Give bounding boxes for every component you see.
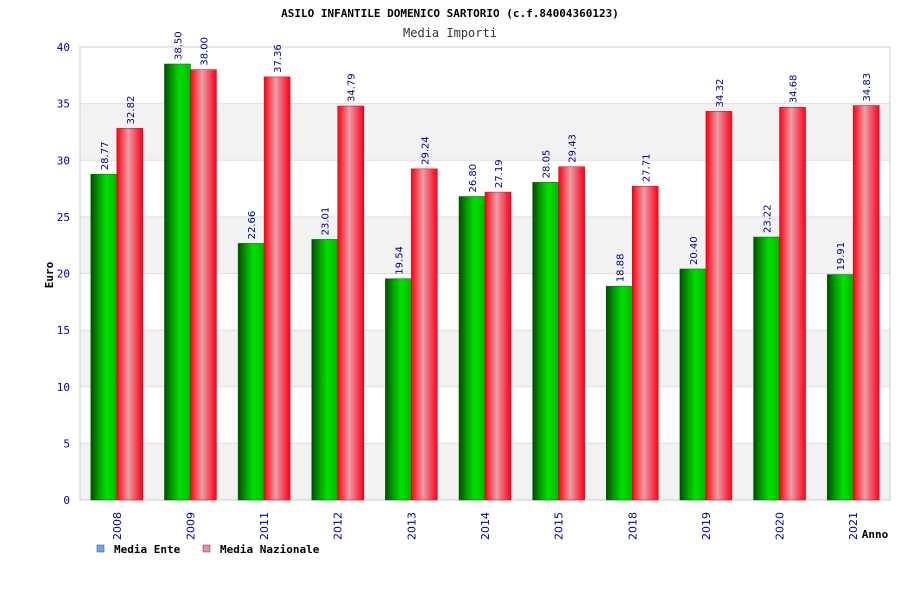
value-label: 19.54 bbox=[394, 246, 405, 275]
y-tick-label: 30 bbox=[57, 154, 70, 167]
x-tick-label: 2008 bbox=[111, 512, 124, 540]
value-label: 22.66 bbox=[247, 211, 258, 240]
bar-media-ente-2014 bbox=[458, 196, 486, 501]
bar-media-nazionale-2008 bbox=[116, 128, 144, 501]
bar-media-nazionale-2015 bbox=[558, 166, 585, 501]
x-axis-label: Anno bbox=[862, 528, 889, 541]
y-tick-label: 10 bbox=[57, 381, 70, 394]
y-tick-label: 25 bbox=[57, 211, 70, 224]
value-label: 26.80 bbox=[468, 164, 479, 193]
x-tick-label: 2015 bbox=[553, 512, 566, 540]
value-label: 29.24 bbox=[420, 136, 431, 165]
value-label: 28.77 bbox=[100, 142, 111, 171]
value-label: 23.22 bbox=[763, 204, 774, 233]
bar-media-ente-2021 bbox=[826, 274, 854, 501]
legend-swatch-media-nazionale bbox=[202, 544, 211, 553]
legend-label-media-ente: Media Ente bbox=[114, 543, 181, 556]
bar-media-ente-2009 bbox=[164, 63, 191, 501]
bar-media-ente-2011 bbox=[237, 243, 265, 501]
value-label: 34.83 bbox=[862, 73, 873, 102]
bar-media-nazionale-2014 bbox=[484, 191, 512, 501]
bar-media-ente-2020 bbox=[753, 236, 780, 501]
x-tick-label: 2019 bbox=[700, 512, 713, 540]
x-tick-label: 2011 bbox=[258, 512, 271, 540]
bar-media-nazionale-2009 bbox=[190, 69, 217, 501]
bar-media-nazionale-2011 bbox=[263, 76, 291, 501]
bars bbox=[90, 63, 880, 501]
x-tick-label: 2012 bbox=[332, 512, 345, 540]
x-tick-label: 2013 bbox=[405, 512, 418, 540]
value-label: 34.32 bbox=[715, 79, 726, 108]
bar-media-ente-2008 bbox=[90, 173, 118, 501]
y-axis-ticks: 0 5 10 15 20 25 30 35 40 bbox=[57, 41, 70, 507]
value-label: 23.01 bbox=[321, 207, 332, 236]
legend-swatch-media-ente bbox=[96, 544, 105, 553]
value-labels: 28.77 32.82 38.50 38.00 22.66 37.36 23.01 34.79… bbox=[100, 31, 873, 282]
y-tick-label: 15 bbox=[57, 324, 70, 337]
chart-subtitle: Media Importi bbox=[403, 26, 497, 40]
y-tick-label: 20 bbox=[57, 268, 70, 281]
value-label: 19.91 bbox=[836, 242, 847, 271]
legend: Media Ente Media Nazionale bbox=[96, 543, 320, 556]
legend-label-media-nazionale: Media Nazionale bbox=[220, 543, 320, 556]
bar-media-ente-2018 bbox=[606, 285, 633, 501]
y-tick-label: 0 bbox=[63, 494, 70, 507]
bar-media-nazionale-2019 bbox=[705, 111, 733, 501]
y-tick-label: 40 bbox=[57, 41, 70, 54]
bar-media-nazionale-2013 bbox=[411, 168, 438, 501]
value-label: 27.71 bbox=[641, 154, 652, 183]
bar-media-ente-2013 bbox=[385, 278, 412, 501]
x-tick-label: 2020 bbox=[774, 512, 787, 540]
chart-title: ASILO INFANTILE DOMENICO SARTORIO (c.f.8… bbox=[281, 7, 619, 20]
value-label: 37.36 bbox=[273, 44, 284, 73]
value-label: 34.68 bbox=[789, 75, 800, 104]
value-label: 38.50 bbox=[173, 31, 184, 60]
bar-media-nazionale-2021 bbox=[852, 105, 880, 501]
bar-media-ente-2012 bbox=[311, 239, 338, 501]
value-label: 29.43 bbox=[568, 134, 579, 163]
bar-media-nazionale-2020 bbox=[779, 106, 806, 501]
y-tick-label: 35 bbox=[57, 98, 70, 111]
x-tick-label: 2009 bbox=[184, 512, 197, 540]
value-label: 28.05 bbox=[542, 150, 553, 179]
x-tick-label: 2021 bbox=[847, 512, 860, 540]
x-tick-label: 2014 bbox=[479, 512, 492, 540]
value-label: 27.19 bbox=[494, 159, 505, 188]
x-axis-ticks: 2008 2009 2011 2012 2013 2014 2015 2018 2019 2020… bbox=[111, 512, 860, 540]
y-axis-label: Euro bbox=[43, 261, 56, 288]
value-label: 20.40 bbox=[689, 236, 700, 265]
value-label: 32.82 bbox=[126, 96, 137, 125]
bar-media-ente-2019 bbox=[679, 268, 707, 501]
value-label: 38.00 bbox=[199, 37, 210, 66]
bar-media-ente-2015 bbox=[532, 182, 559, 501]
x-tick-label: 2018 bbox=[626, 512, 639, 540]
bar-media-nazionale-2018 bbox=[632, 185, 659, 501]
value-label: 34.79 bbox=[347, 73, 358, 102]
value-label: 18.88 bbox=[615, 254, 626, 283]
bar-media-nazionale-2012 bbox=[337, 105, 364, 501]
y-tick-label: 5 bbox=[63, 437, 70, 450]
